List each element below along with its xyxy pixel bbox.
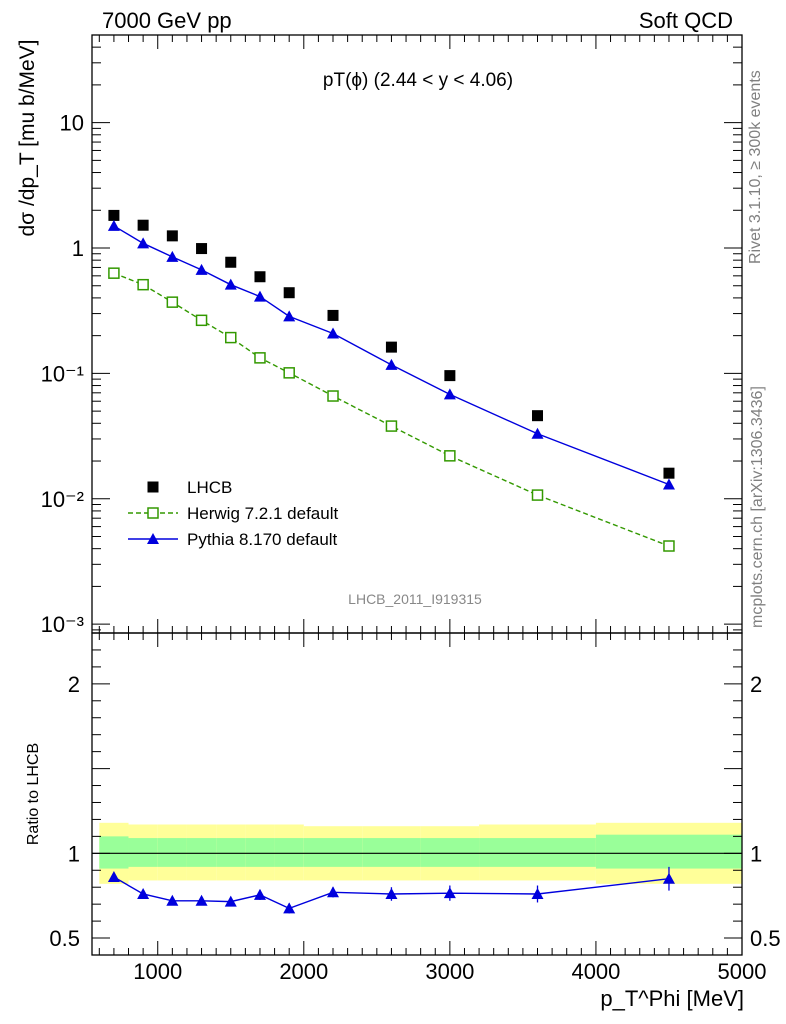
data-point (283, 367, 295, 379)
ratio-point (166, 894, 179, 906)
ratio-point (137, 887, 150, 899)
data-point (443, 388, 456, 400)
header-left-label: 7000 GeV pp (102, 8, 232, 33)
rivet-label: Rivet 3.1.10, ≥ 300k events (747, 70, 764, 264)
ratio-y-tick-label: 1 (68, 841, 80, 866)
header-right-label: Soft QCD (639, 8, 733, 33)
ratio-plot: 1000 2000 3000 4000 5000 0.5 0.5 1 1 2 2 (49, 632, 781, 984)
data-point (663, 467, 675, 479)
analysis-watermark: LHCB_2011_I919315 (348, 591, 482, 607)
data-point (327, 309, 339, 321)
x-tick-label: 3000 (425, 959, 474, 984)
data-point (253, 290, 266, 302)
data-point (107, 219, 120, 231)
legend-label: Pythia 8.170 default (187, 530, 338, 549)
band-inner-segment (128, 838, 158, 867)
data-point (196, 243, 208, 255)
data-point (166, 296, 179, 308)
data-point (137, 219, 149, 231)
data-point (531, 427, 544, 439)
ratio-point (385, 887, 398, 899)
band-inner-segment (216, 838, 246, 867)
data-point (254, 271, 266, 283)
ratio-point (224, 895, 237, 907)
data-point (663, 540, 675, 552)
ratio-ylabel: Ratio to LHCB (25, 743, 42, 845)
xlabel: p_T^Phi [MeV] (600, 986, 744, 1011)
data-point (283, 287, 295, 299)
band-inner-segment (362, 838, 421, 867)
data-point (327, 327, 340, 339)
ratio-point (443, 887, 456, 899)
main-ylabel: dσ /dp_T [mu b/MeV] (16, 40, 39, 237)
ratio-y-tick-label: 0.5 (49, 926, 80, 951)
legend-marker (147, 507, 159, 519)
data-point (166, 230, 178, 242)
x-tick-label: 5000 (718, 959, 767, 984)
data-point (444, 450, 456, 462)
y-tick-label: 10⁻² (41, 487, 84, 512)
data-point (283, 310, 296, 322)
x-tick-label: 2000 (279, 959, 328, 984)
data-point (137, 278, 149, 291)
ratio-point (107, 871, 120, 883)
data-point (385, 341, 397, 353)
data-point (137, 237, 150, 249)
ratio-point (283, 902, 296, 914)
data-point (195, 314, 208, 327)
band-inner-segment (99, 836, 129, 869)
ratio-frame (91, 632, 743, 956)
legend-marker (147, 481, 159, 493)
ratio-point (531, 887, 544, 899)
data-point (385, 358, 398, 370)
band-inner-segment (186, 838, 217, 867)
ratio-y-tick-label-right: 1 (750, 841, 762, 866)
y-tick-label: 10 (60, 111, 84, 136)
data-point (166, 250, 179, 262)
band-inner-segment (245, 838, 275, 867)
data-point (195, 263, 208, 275)
plot-title: pT(ϕ) (2.44 < y < 4.06) (323, 70, 513, 91)
data-point (662, 478, 675, 490)
data-point (108, 209, 120, 221)
data-point (385, 420, 398, 432)
series-line (113, 225, 670, 486)
legend-marker (147, 533, 159, 544)
data-point (531, 489, 544, 501)
band-inner-segment (303, 838, 363, 867)
mcplots-label: mcplots.cern.ch [arXiv:1306.3436] (749, 386, 766, 628)
data-point (444, 370, 456, 382)
ratio-point (195, 894, 208, 906)
data-point (224, 278, 237, 290)
ratio-series-line (113, 876, 670, 910)
data-point (108, 267, 120, 279)
legend-label: Herwig 7.2.1 default (187, 504, 338, 523)
y-tick-label: 1 (72, 236, 84, 261)
ratio-point (327, 886, 340, 898)
legend: LHCB Herwig 7.2.1 default Pythia 8.170 def… (128, 478, 338, 549)
ratio-point (662, 872, 675, 884)
y-tick-label: 10⁻¹ (41, 361, 84, 386)
x-tick-label: 4000 (571, 959, 620, 984)
main-plot: 10⁻³ 10⁻² 10⁻¹ 1 10 (41, 34, 743, 955)
ratio-y-tick-label: 2 (68, 672, 80, 697)
band-inner-segment (479, 838, 596, 867)
data-point (225, 331, 237, 344)
ratio-point (253, 888, 266, 900)
band-inner-segment (420, 838, 480, 867)
ratio-y-tick-label-right: 2 (750, 672, 762, 697)
band-inner-segment (157, 838, 187, 867)
band-inner-segment (274, 838, 304, 867)
x-tick-label: 1000 (133, 959, 182, 984)
legend-label: LHCB (187, 478, 232, 497)
data-point (254, 352, 266, 364)
data-point (225, 256, 237, 268)
band-inner-segment (595, 834, 742, 869)
ratio-y-tick-label-right: 0.5 (750, 926, 781, 951)
data-point (532, 410, 544, 422)
data-point (327, 390, 339, 402)
y-tick-label: 10⁻³ (41, 612, 84, 637)
